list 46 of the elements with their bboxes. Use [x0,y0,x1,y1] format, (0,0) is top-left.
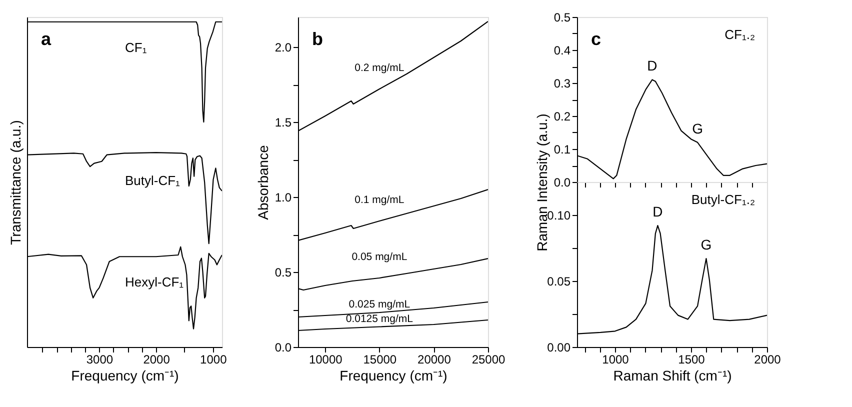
series-label: 0.05 mg/mL [352,251,408,263]
x-tick-label: 3000 [86,352,114,366]
y-tick-label: 0.5 [274,266,292,280]
y-tick-label: 0.00 [547,340,571,354]
x-axis-title: Frequency (cm⁻¹) [71,368,179,384]
text: Butyl-CF₁.₂ [691,192,755,207]
x-tick-label: 25000 [472,352,506,366]
annotation: a [41,29,52,49]
y-axis-title: Transmittance (a.u.) [8,120,24,245]
y-tick-label: 0.4 [554,44,571,58]
annotation: G [692,120,703,136]
x-tick-label: 2000 [143,352,170,366]
y-tick-label: 0.2 [554,110,571,124]
series-label: 0.1 mg/mL [354,194,404,206]
y-tick-label: 0.5 [554,10,571,24]
x-tick-label: 2000 [754,352,782,366]
text: CF₁.₂ [724,27,755,42]
y-tick-label: 0.10 [547,208,571,222]
y-tick-label: 0.05 [547,274,571,288]
x-tick-label: 1000 [200,352,228,366]
x-axis-title: Frequency (cm⁻¹) [340,368,448,384]
series-label: Butyl-CF₁ [125,172,181,188]
x-tick-label: 20000 [418,352,452,366]
y-tick-label: 0.1 [554,142,571,156]
y-tick-label: 1.5 [274,116,292,130]
series-label: CF₁ [125,40,148,55]
y-tick-label: 2.0 [274,40,292,54]
series-label: 0.2 mg/mL [354,62,404,74]
x-tick-label: 1000 [602,352,630,366]
series-label: Hexyl-CF₁ [125,274,184,290]
annotation: G [700,236,712,253]
annotation: b [312,29,323,49]
y-tick-label: 0.0 [554,176,571,190]
x-tick-label: 1500 [678,352,706,366]
annotation: c [591,29,602,49]
annotation: D [647,58,658,74]
series-label: 0.025 mg/mL [348,298,410,310]
x-tick-label: 15000 [363,352,397,366]
annotation: D [652,204,663,220]
y-tick-label: 0.0 [274,340,292,354]
x-axis-title: Raman Shift (cm⁻¹) [613,368,732,384]
y-tick-label: 0.3 [554,76,571,90]
x-tick-label: 10000 [308,352,343,366]
y-axis-title: Absorbance [254,144,271,220]
series-label: 0.0125 mg/mL [346,312,414,325]
y-tick-label: 1.0 [274,190,292,204]
